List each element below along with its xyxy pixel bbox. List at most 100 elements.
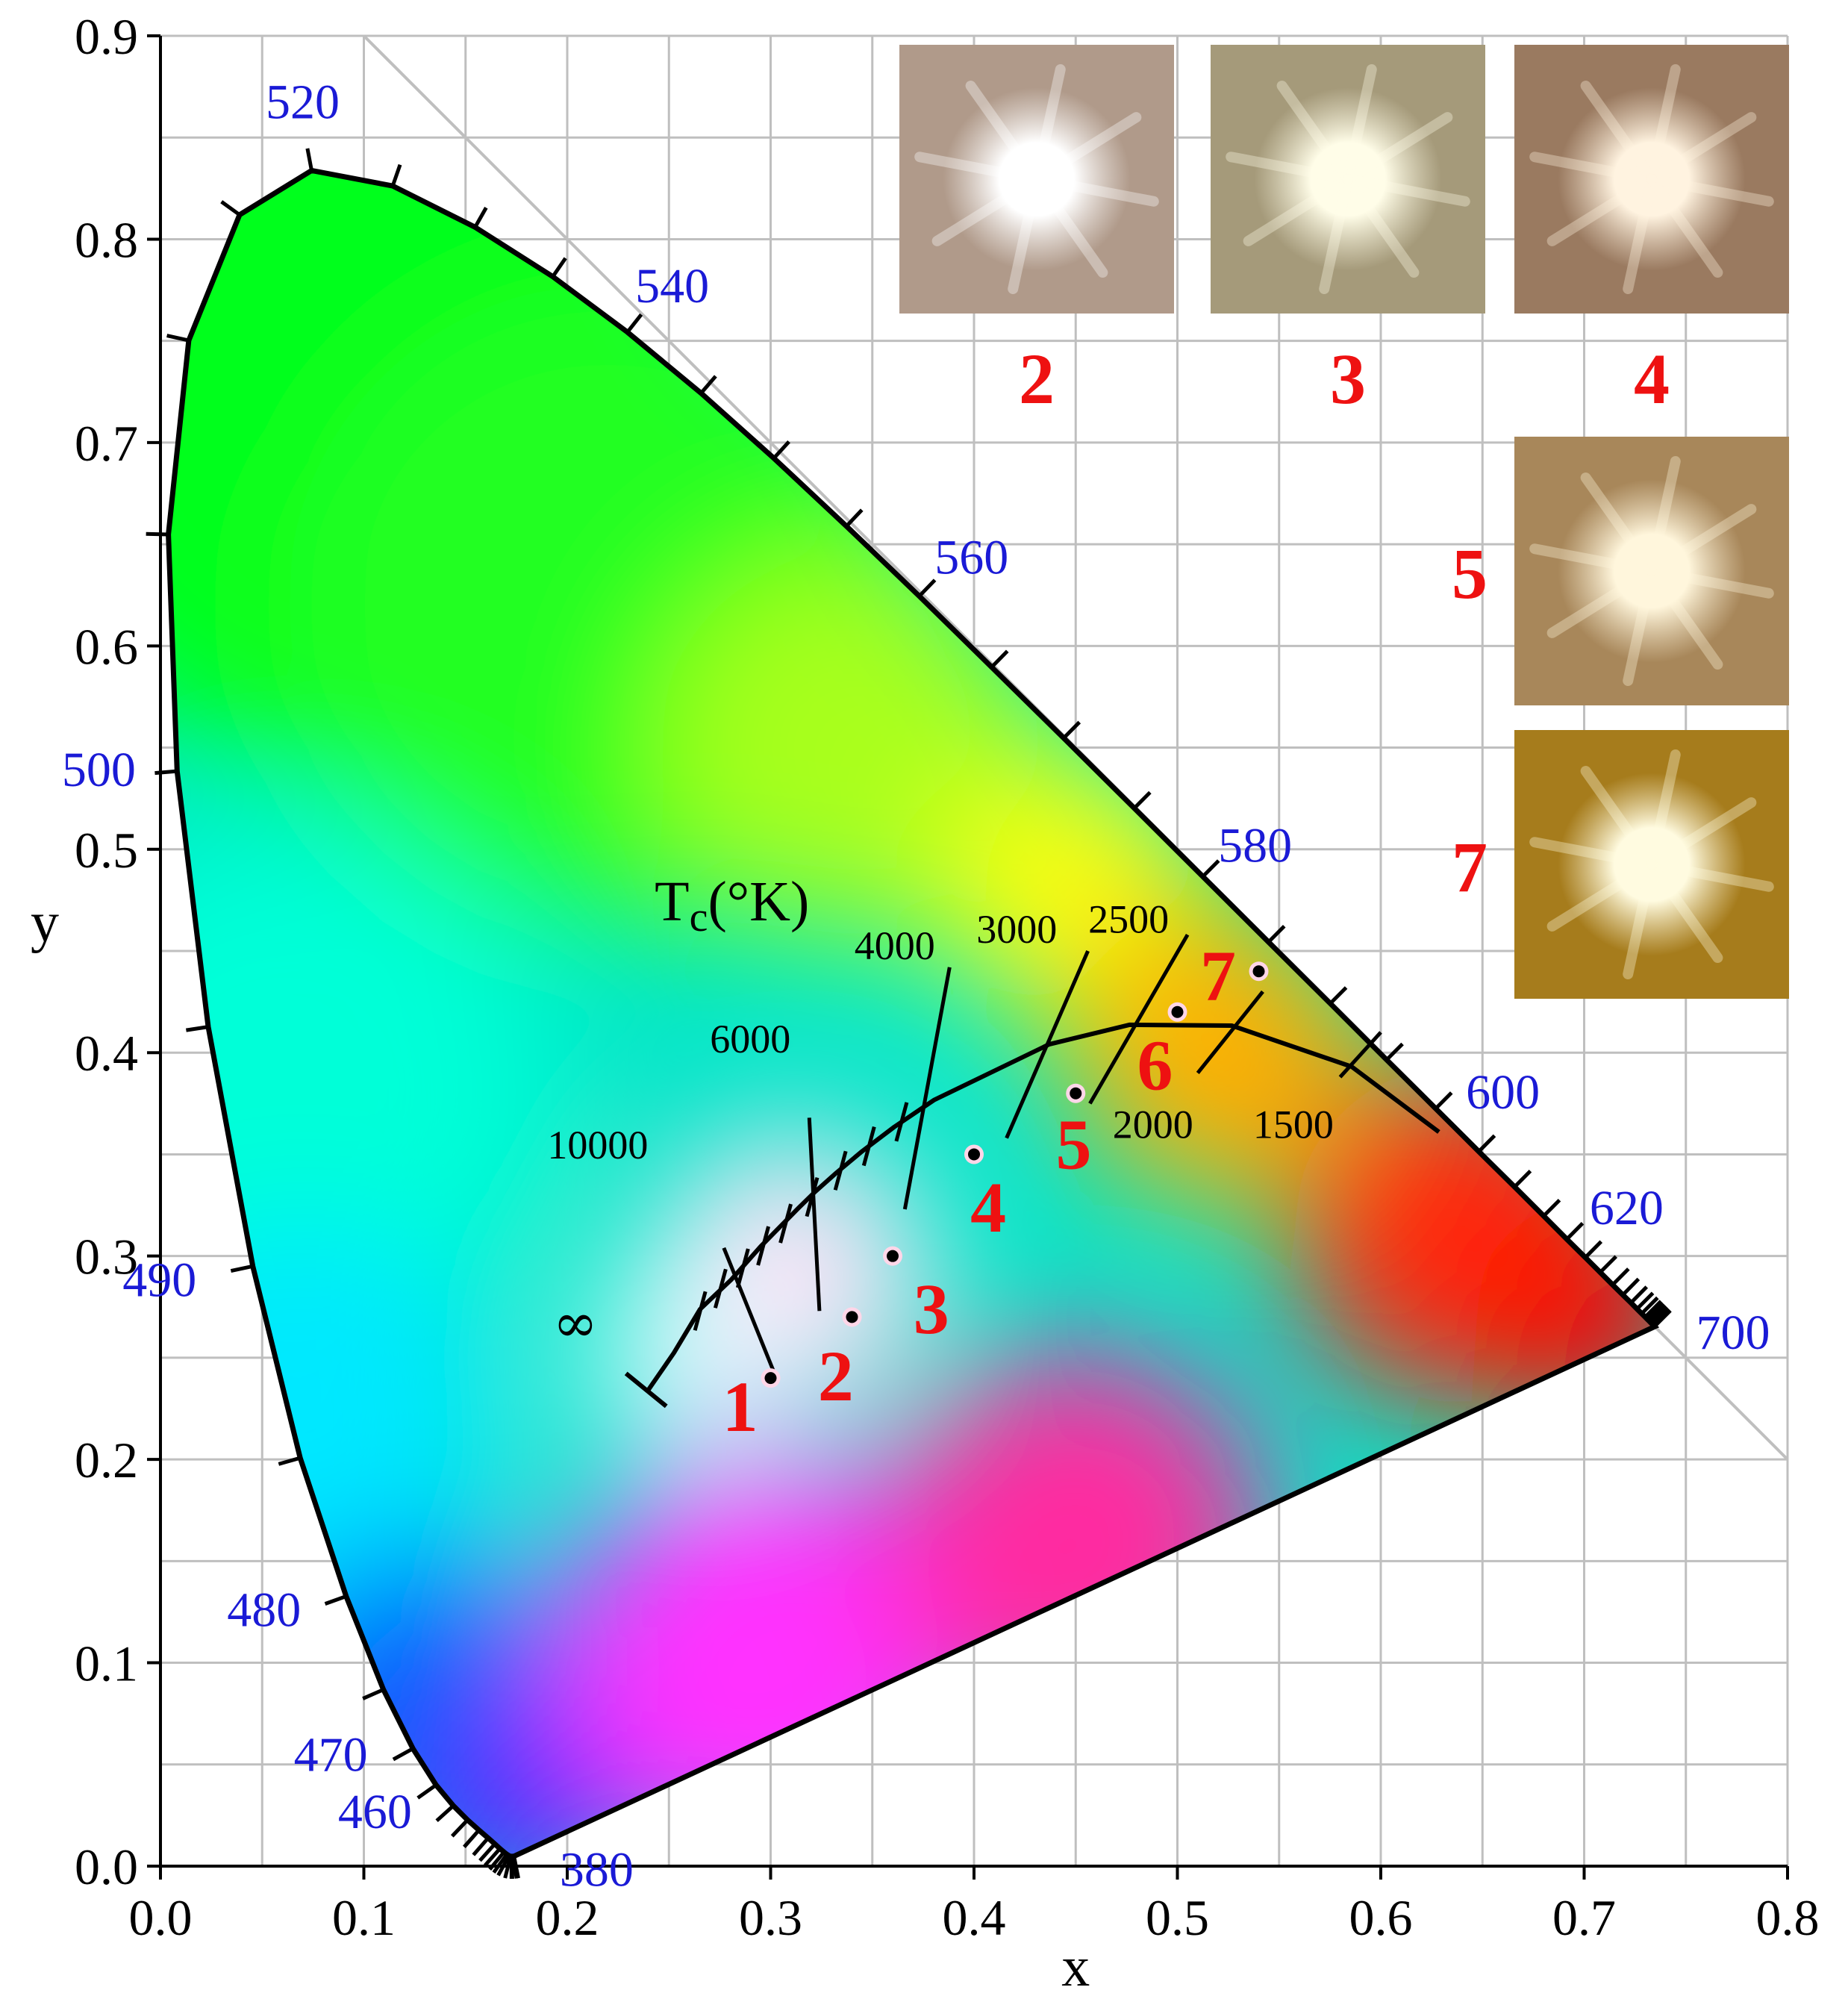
x-tick-label: 0.5 [1146,1889,1209,1946]
axes: 0.0 0.1 0.2 0.3 0.4 0.5 0.6 0.7 0.8 0.0 0.1 0.2 0.3 0… [75,8,1820,1946]
point-marker-4 [968,1148,980,1161]
led-ray [1319,174,1353,295]
wavelength-tick [845,508,864,528]
led-ray [1646,797,1757,870]
planckian-tick [861,1126,876,1167]
wavelength-tick [990,649,1009,669]
led-photo-4: 4 [1514,45,1789,419]
point-marker-3 [887,1250,899,1262]
y-tick-label: 0.9 [75,8,138,65]
wavelength-tick [1647,1303,1667,1323]
wavelength-label-700: 700 [1696,1306,1770,1360]
led-ray [1546,174,1657,246]
isotherm-2000 [1196,990,1264,1075]
wavelength-tick [463,1829,481,1848]
y-tick-label: 0.1 [75,1635,138,1692]
infinity-label: ∞ [553,1291,598,1354]
wavelength-tick [473,207,488,228]
isotherm-label-3000: 3000 [976,907,1057,952]
isotherm-label-6000: 6000 [710,1017,790,1061]
wavelength-tick [625,313,643,334]
planckian-tick [713,1268,728,1309]
led-ray [1343,112,1453,184]
wavelength-tick [1513,1169,1532,1188]
wavelength-tick [1062,720,1081,740]
wavelength-tick [435,1804,455,1823]
x-tick-label: 0.7 [1552,1889,1616,1946]
wavelength-tick [166,334,190,343]
wavelength-tick [186,1025,209,1032]
wavelength-tick [416,1783,437,1800]
y-tick-label: 0.2 [75,1432,138,1488]
wavelength-tick [1132,790,1152,810]
spectral-locus-outline [166,167,1660,1859]
wavelength-tick [390,163,402,187]
planckian-title: Tc(°K) [655,870,809,941]
wavelength-tick [1621,1277,1641,1297]
wavelength-tick [1653,1309,1672,1328]
x-axis-title: x [1061,1936,1090,1998]
led-ray [1276,80,1353,184]
wavelength-tick [362,1688,384,1700]
point-label-2: 2 [818,1336,854,1416]
point-label-3: 3 [914,1269,949,1349]
wavelength-tick [154,769,178,776]
x-tick-label: 0.6 [1349,1889,1413,1946]
wavelength-label-540: 540 [635,259,709,314]
blob-white-2 [592,1260,787,1455]
led-ray [1623,174,1657,295]
wavelength-ticks [146,148,1672,1879]
led-ray [1580,765,1657,870]
wavelength-tick [1565,1222,1585,1241]
x-tick-label: 0.4 [943,1889,1006,1946]
wavelength-tick [551,257,567,278]
y-tick-label: 0.8 [75,211,138,268]
led-photo-insets: 2 3 4 5 7 [899,45,1789,999]
wavelength-tick [1477,1134,1496,1153]
led-ray [1243,174,1353,246]
led-ray [1646,859,1723,964]
led-ray [1031,174,1159,207]
y-tick-label: 0.4 [75,1025,138,1082]
isotherm-3000 [1005,950,1090,1139]
led-ray [1646,174,1723,278]
led-ray [1623,566,1657,687]
wavelength-label-500: 500 [62,743,136,797]
wavelength-tick [305,148,313,171]
blob-orange [1069,903,1367,1203]
led-ray [1529,543,1657,576]
led-ray [1529,837,1657,870]
wavelength-tick [1267,924,1286,944]
led-photo-glow [1514,437,1789,705]
led-photo-2: 2 [899,45,1174,419]
y-tick-label: 0.0 [75,1839,138,1895]
wavelength-tick [1640,1296,1659,1315]
wavelength-tick [1643,1300,1663,1319]
wavelength-tick [1649,1305,1668,1324]
wavelength-tick [1329,986,1348,1005]
x-tick-label: 0.0 [129,1889,193,1946]
wavelength-tick [503,1856,513,1879]
led-ray [1031,63,1066,184]
wavelength-tick [324,1594,347,1606]
led-ray [1529,152,1657,184]
planckian-tick [756,1226,771,1266]
point-marker-6 [1171,1005,1184,1018]
wavelength-label-480: 480 [227,1582,301,1637]
led-ray [1646,112,1757,184]
point-label-4: 4 [970,1167,1006,1247]
y-tick-label: 0.7 [75,415,138,472]
isotherm-label-2500: 2500 [1088,896,1169,941]
wavelength-tick [1599,1255,1618,1274]
wavelength-tick [1646,1302,1665,1321]
led-ray [965,80,1042,184]
wavelength-tick [478,1842,496,1862]
wavelength-tick [1201,859,1220,879]
y-tick-label: 0.5 [75,822,138,879]
led-ray [1646,566,1723,670]
led-ray [1343,174,1470,207]
point-label-6: 6 [1137,1025,1173,1105]
planckian-tick [778,1203,793,1244]
